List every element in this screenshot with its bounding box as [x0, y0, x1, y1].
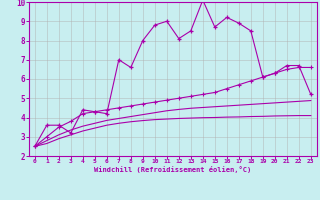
X-axis label: Windchill (Refroidissement éolien,°C): Windchill (Refroidissement éolien,°C) [94, 166, 252, 173]
